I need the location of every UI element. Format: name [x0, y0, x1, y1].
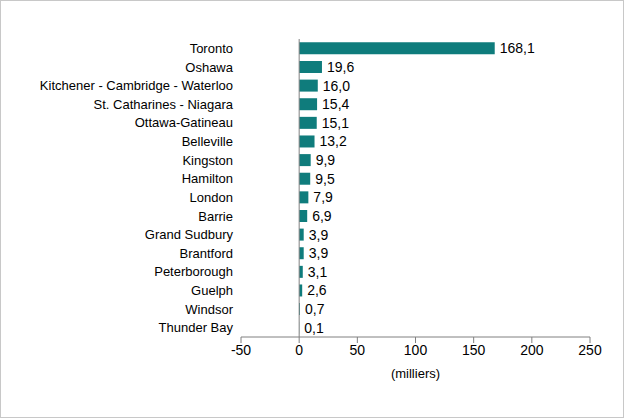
- svg-text:9,9: 9,9: [316, 152, 336, 168]
- svg-text:50: 50: [350, 342, 366, 358]
- svg-text:13,2: 13,2: [320, 133, 347, 149]
- svg-text:3,9: 3,9: [309, 245, 329, 261]
- svg-text:Peterborough: Peterborough: [154, 264, 233, 279]
- svg-text:Guelph: Guelph: [191, 283, 233, 298]
- svg-text:(milliers): (milliers): [391, 366, 440, 381]
- svg-text:0,7: 0,7: [305, 301, 325, 317]
- svg-text:150: 150: [462, 342, 486, 358]
- svg-text:16,0: 16,0: [323, 78, 350, 94]
- svg-text:3,1: 3,1: [308, 264, 328, 280]
- svg-text:Belleville: Belleville: [182, 134, 233, 149]
- svg-text:Barrie: Barrie: [198, 209, 233, 224]
- svg-text:Oshawa: Oshawa: [185, 60, 233, 75]
- svg-text:15,1: 15,1: [322, 115, 349, 131]
- svg-text:9,5: 9,5: [315, 171, 335, 187]
- svg-text:7,9: 7,9: [313, 189, 333, 205]
- svg-text:Thunder Bay: Thunder Bay: [159, 320, 234, 335]
- svg-text:100: 100: [404, 342, 428, 358]
- svg-text:19,6: 19,6: [327, 59, 354, 75]
- svg-text:Kitchener - Cambridge - Waterl: Kitchener - Cambridge - Waterloo: [40, 78, 233, 93]
- svg-text:3,9: 3,9: [309, 227, 329, 243]
- svg-text:-50: -50: [231, 342, 251, 358]
- svg-text:0: 0: [295, 342, 303, 358]
- svg-text:168,1: 168,1: [500, 40, 535, 56]
- svg-text:Ottawa-Gatineau: Ottawa-Gatineau: [135, 115, 233, 130]
- svg-text:6,9: 6,9: [312, 208, 332, 224]
- svg-text:200: 200: [520, 342, 544, 358]
- svg-text:Toronto: Toronto: [190, 41, 233, 56]
- svg-text:15,4: 15,4: [322, 96, 349, 112]
- svg-text:0,1: 0,1: [304, 320, 324, 336]
- svg-text:250: 250: [578, 342, 602, 358]
- svg-text:2,6: 2,6: [307, 282, 327, 298]
- svg-text:Brantford: Brantford: [180, 246, 233, 261]
- svg-text:Hamilton: Hamilton: [182, 171, 233, 186]
- svg-text:Windsor: Windsor: [185, 302, 233, 317]
- svg-text:London: London: [190, 190, 233, 205]
- svg-text:St. Catharines - Niagara: St. Catharines - Niagara: [94, 97, 234, 112]
- svg-text:Grand Sudbury: Grand Sudbury: [145, 227, 234, 242]
- svg-text:Kingston: Kingston: [182, 153, 233, 168]
